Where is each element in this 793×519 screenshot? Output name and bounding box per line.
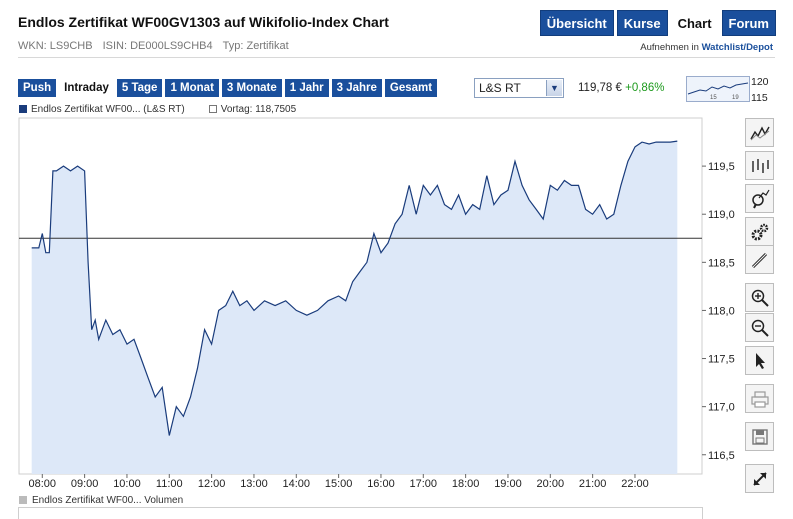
x-tick-label: 21:00	[579, 478, 607, 490]
x-tick-label: 19:00	[494, 478, 522, 490]
watchlist-prefix: Aufnehmen in	[640, 42, 699, 53]
main-nav: Übersicht Kurse Chart Forum	[539, 10, 776, 36]
y-tick-label: 117,0	[708, 402, 735, 414]
legend-prev-label: Vortag: 118,7505	[220, 104, 297, 115]
line-chart-icon[interactable]	[745, 118, 774, 147]
range-3-jahre-button[interactable]: 3 Jahre	[331, 79, 382, 97]
exchange-select[interactable]: L&S RT ▼	[474, 78, 564, 98]
prev-swatch	[208, 105, 217, 113]
x-tick-label: 16:00	[367, 478, 395, 490]
range-1-jahr-button[interactable]: 1 Jahr	[284, 79, 329, 97]
x-tick-label: 14:00	[283, 478, 311, 490]
tab-forum[interactable]: Forum	[721, 10, 776, 36]
watchlist-add: Aufnehmen in Watchlist/Depot	[640, 42, 773, 53]
quote: 119,78 € +0,86%	[578, 82, 664, 94]
x-tick-label: 22:00	[621, 478, 649, 490]
tab-kurse[interactable]: Kurse	[616, 10, 668, 36]
y-tick-label: 117,5	[708, 354, 735, 366]
zoom-out-icon[interactable]	[745, 313, 774, 342]
mini-low-label: 115	[751, 92, 768, 104]
x-tick-label: 10:00	[113, 478, 141, 490]
y-tick-label: 118,0	[708, 305, 735, 317]
mini-chart-line	[687, 82, 749, 95]
isin-label: ISIN: DE000LS9CHB4	[102, 40, 213, 52]
mini-tick-1: 15	[710, 95, 717, 101]
x-tick-label: 08:00	[29, 478, 57, 490]
y-tick-label: 119,5	[708, 161, 735, 173]
range-intraday-button[interactable]: Intraday	[59, 79, 114, 97]
y-tick-label: 116,5	[708, 450, 735, 462]
tab-chart[interactable]: Chart	[670, 10, 719, 36]
x-tick-label: 13:00	[240, 478, 268, 490]
settings-gears-icon[interactable]	[745, 217, 774, 246]
volume-panel	[18, 507, 703, 519]
mini-chart[interactable]: 15 19	[686, 76, 750, 102]
save-icon[interactable]	[745, 422, 774, 451]
x-tick-label: 09:00	[71, 478, 99, 490]
price-line	[31, 140, 678, 436]
page-title: Endlos Zertifikat WF00GV1303 auf Wikifol…	[18, 14, 389, 30]
range-gesamt-button[interactable]: Gesamt	[384, 79, 438, 97]
header-divider	[18, 57, 775, 58]
x-tick-label: 20:00	[537, 478, 565, 490]
price-change: +0,86%	[625, 82, 665, 94]
range-5-tage-button[interactable]: 5 Tage	[116, 79, 163, 97]
volume-swatch	[19, 496, 27, 504]
security-meta: WKN: LS9CHB ISIN: DE000LS9CHB4 Typ: Zert…	[18, 40, 289, 52]
volume-legend: Endlos Zertifikat WF00... Volumen	[19, 495, 183, 506]
type-label: Typ: Zertifikat	[222, 40, 289, 52]
x-tick-label: 11:00	[156, 478, 183, 490]
range-3-monate-button[interactable]: 3 Monate	[221, 79, 282, 97]
x-tick-label: 18:00	[452, 478, 480, 490]
y-tick-label: 119,0	[708, 209, 735, 221]
chart-legend: Endlos Zertifikat WF00... (L&S RT) Vorta…	[19, 104, 296, 115]
fullscreen-icon[interactable]	[745, 464, 774, 493]
legend-series: Endlos Zertifikat WF00... (L&S RT)	[19, 104, 185, 115]
zoom-in-icon[interactable]	[745, 283, 774, 312]
range-1-monat-button[interactable]: 1 Monat	[165, 79, 219, 97]
range-selector: Push Intraday 5 Tage 1 Monat 3 Monate 1 …	[18, 79, 438, 97]
range-push-button[interactable]: Push	[18, 79, 57, 97]
chevron-down-icon[interactable]: ▼	[546, 80, 562, 96]
print-icon[interactable]	[745, 384, 774, 413]
x-tick-label: 12:00	[198, 478, 226, 490]
legend-prev: Vortag: 118,7505	[208, 104, 297, 115]
zoom-chart-icon[interactable]	[745, 184, 774, 213]
x-tick-label: 15:00	[325, 478, 353, 490]
watchlist-link[interactable]: Watchlist/Depot	[701, 42, 773, 53]
price-area	[31, 141, 678, 474]
last-price: 119,78 €	[578, 82, 622, 94]
legend-series-label: Endlos Zertifikat WF00... (L&S RT)	[31, 104, 185, 115]
mini-high-label: 120	[751, 76, 769, 88]
ohlc-chart-icon[interactable]	[745, 151, 774, 180]
series-swatch	[19, 105, 27, 113]
pointer-icon[interactable]	[745, 346, 774, 375]
volume-legend-label: Endlos Zertifikat WF00... Volumen	[32, 495, 184, 506]
x-tick-label: 17:00	[410, 478, 438, 490]
draw-pencil-icon[interactable]	[745, 245, 774, 274]
exchange-selected: L&S RT	[479, 81, 521, 95]
wkn-label: WKN: LS9CHB	[18, 40, 93, 52]
y-tick-label: 118,5	[708, 257, 735, 269]
tab-uebersicht[interactable]: Übersicht	[539, 10, 614, 36]
mini-tick-2: 19	[732, 95, 739, 101]
